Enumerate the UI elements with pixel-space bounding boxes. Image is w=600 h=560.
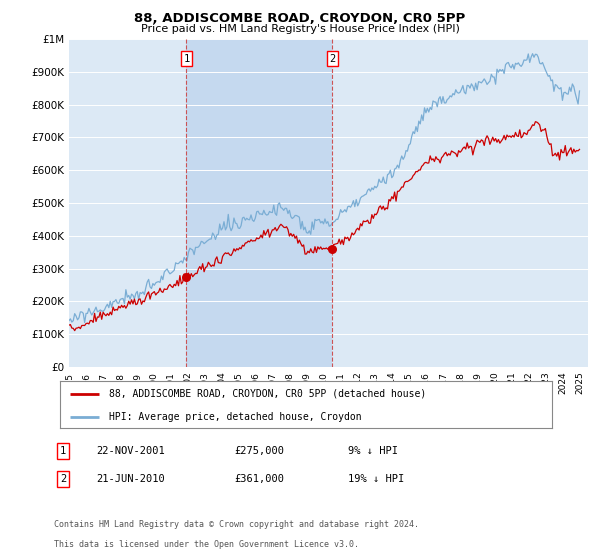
Text: 22-NOV-2001: 22-NOV-2001: [96, 446, 165, 456]
Text: 9% ↓ HPI: 9% ↓ HPI: [348, 446, 398, 456]
Text: £361,000: £361,000: [234, 474, 284, 484]
Text: Contains HM Land Registry data © Crown copyright and database right 2024.: Contains HM Land Registry data © Crown c…: [54, 520, 419, 529]
Text: 88, ADDISCOMBE ROAD, CROYDON, CR0 5PP: 88, ADDISCOMBE ROAD, CROYDON, CR0 5PP: [134, 12, 466, 25]
Point: [328, 244, 337, 253]
Text: 1: 1: [60, 446, 66, 456]
Text: Price paid vs. HM Land Registry's House Price Index (HPI): Price paid vs. HM Land Registry's House …: [140, 24, 460, 34]
Text: 88, ADDISCOMBE ROAD, CROYDON, CR0 5PP (detached house): 88, ADDISCOMBE ROAD, CROYDON, CR0 5PP (d…: [109, 389, 427, 399]
Text: 19% ↓ HPI: 19% ↓ HPI: [348, 474, 404, 484]
Text: 21-JUN-2010: 21-JUN-2010: [96, 474, 165, 484]
Point: [182, 272, 191, 281]
Text: HPI: Average price, detached house, Croydon: HPI: Average price, detached house, Croy…: [109, 412, 362, 422]
Text: £275,000: £275,000: [234, 446, 284, 456]
Text: 1: 1: [183, 54, 190, 64]
Text: This data is licensed under the Open Government Licence v3.0.: This data is licensed under the Open Gov…: [54, 540, 359, 549]
Text: 2: 2: [60, 474, 66, 484]
Bar: [187, 39, 332, 367]
Text: 2: 2: [329, 54, 335, 64]
